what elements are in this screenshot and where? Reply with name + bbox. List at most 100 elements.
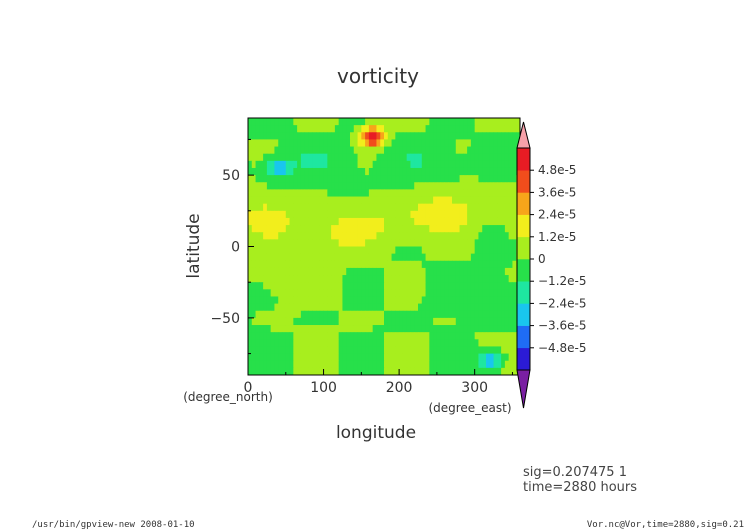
heat-cell (376, 339, 381, 347)
heat-cell (319, 146, 324, 155)
heat-cell (300, 325, 306, 333)
heat-cell (376, 317, 381, 326)
heat-cell (248, 167, 253, 176)
heat-cell (274, 325, 279, 333)
heat-cell (463, 310, 468, 319)
heat-cell (512, 239, 517, 247)
heat-cell (376, 310, 381, 319)
heat-cell (486, 253, 491, 262)
heat-cell (304, 160, 309, 169)
heat-cell (384, 217, 389, 226)
heat-cell (440, 339, 445, 347)
heat-cell (444, 118, 449, 126)
heat-cell (440, 289, 445, 297)
heat-cell (259, 139, 264, 147)
heat-cell (338, 232, 343, 240)
heat-cell (440, 310, 445, 319)
heat-cell (470, 203, 476, 212)
heat-cell (470, 139, 476, 147)
heat-cell (384, 310, 389, 319)
heat-cell (452, 232, 457, 240)
heat-cell (380, 346, 385, 354)
heat-cell (323, 239, 328, 247)
heat-cell (421, 275, 426, 283)
heat-cell (395, 296, 400, 305)
heat-cell (425, 232, 430, 240)
heat-cell (504, 339, 510, 347)
heat-cell (319, 139, 324, 147)
heat-cell (467, 160, 472, 169)
heat-cell (418, 232, 423, 240)
colorbar-segment (517, 214, 530, 238)
heat-cell (331, 346, 336, 354)
heat-cell (493, 217, 498, 226)
heat-cell (346, 296, 351, 305)
heat-cell (319, 317, 324, 326)
heat-cell (440, 203, 445, 212)
heat-cell (274, 232, 279, 240)
heat-cell (334, 360, 340, 369)
heat-cell (274, 253, 279, 262)
heat-cell (365, 246, 370, 255)
heat-cell (418, 203, 423, 212)
heat-cell (436, 217, 442, 226)
heat-cell (410, 289, 415, 297)
heat-cell (448, 203, 453, 212)
heat-cell (350, 303, 355, 312)
heat-cell (357, 153, 362, 162)
heat-cell (482, 282, 487, 290)
heat-cell (380, 203, 385, 212)
heat-cell (285, 189, 290, 197)
heat-cell (402, 289, 408, 297)
heat-cell (312, 246, 317, 255)
heat-cell (316, 367, 321, 375)
heat-cell (289, 325, 294, 333)
heat-cell (478, 189, 483, 197)
heat-cell (497, 332, 502, 340)
heat-cell (493, 296, 498, 305)
heat-cell (391, 153, 396, 162)
heat-cell (501, 296, 506, 305)
heat-cell (402, 339, 408, 347)
heat-cell (470, 175, 476, 183)
heat-cell (387, 210, 392, 219)
heat-cell (350, 332, 355, 340)
heat-cell (429, 203, 434, 212)
heat-cell (399, 175, 404, 183)
heat-cell (368, 210, 374, 219)
heat-cell (448, 225, 453, 233)
heat-cell (501, 182, 506, 190)
heat-cell (444, 160, 449, 169)
heat-cell (259, 125, 264, 133)
colorbar-segment (517, 148, 530, 171)
heat-cell (274, 189, 279, 197)
heat-cell (263, 253, 268, 262)
heat-cell (452, 175, 457, 183)
heat-cell (248, 139, 253, 147)
heat-cell (316, 153, 321, 162)
heat-cell (395, 367, 400, 375)
heat-cell (391, 325, 396, 333)
heat-cell (410, 246, 415, 255)
heat-cell (350, 189, 355, 197)
heat-cell (463, 217, 468, 226)
heat-cell (486, 346, 491, 354)
heat-cell (425, 139, 430, 147)
heat-cell (308, 289, 313, 297)
colorbar-label: 2.4e-5 (538, 208, 576, 222)
heat-cell (433, 196, 438, 205)
heat-cell (300, 253, 306, 262)
heat-cell (436, 153, 442, 162)
heat-cell (251, 346, 256, 354)
heat-cell (251, 339, 256, 347)
heat-cell (331, 196, 336, 205)
heat-cell (278, 339, 283, 347)
heat-cell (448, 296, 453, 305)
heat-cell (266, 232, 272, 240)
heat-cell (289, 225, 294, 233)
heat-cell (421, 175, 426, 183)
heat-cell (470, 325, 476, 333)
heat-cell (421, 118, 426, 126)
heat-cell (399, 303, 404, 312)
heat-cell (365, 175, 370, 183)
